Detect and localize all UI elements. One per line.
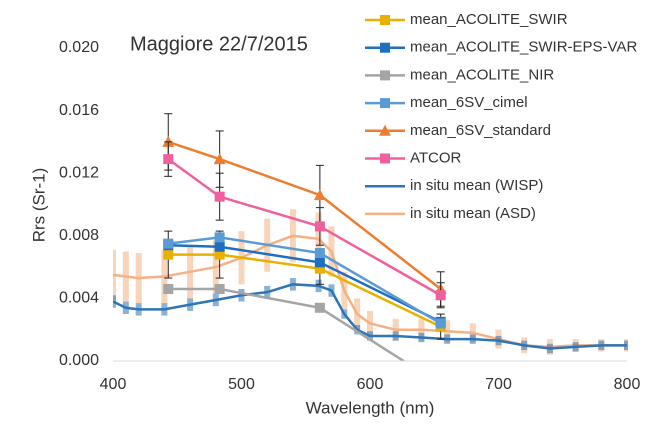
marker	[313, 189, 326, 201]
legend-marker	[379, 124, 391, 136]
legend-label: ATCOR	[410, 149, 462, 166]
legend-label: mean_ACOLITE_SWIR-EPS-VAR	[410, 39, 637, 56]
marker	[314, 263, 325, 274]
marker	[314, 248, 325, 259]
y-tick-label: 0.008	[59, 227, 99, 244]
legend-label: in situ mean (WISP)	[410, 177, 543, 194]
marker	[314, 221, 325, 232]
marker	[436, 379, 446, 389]
legend-marker	[380, 42, 390, 53]
legend-label: mean_6SV_standard	[410, 122, 551, 139]
marker	[213, 153, 226, 165]
series-line	[168, 253, 442, 328]
y-tick-label: 0.004	[59, 290, 99, 307]
marker	[435, 318, 446, 329]
marker	[163, 249, 174, 260]
legend-label: mean_ACOLITE_SWIR	[410, 11, 568, 28]
marker	[435, 290, 446, 301]
legend-label: mean_ACOLITE_NIR	[410, 66, 554, 83]
y-axis-label: Rrs (Sr-1)	[29, 168, 48, 243]
y-tick-label: 0.016	[59, 102, 99, 119]
x-tick-label: 400	[100, 376, 127, 393]
x-tick-label: 500	[228, 376, 255, 393]
marker	[214, 249, 225, 260]
x-tick-label: 800	[614, 376, 641, 393]
marker	[163, 284, 174, 295]
y-tick-label: 0.012	[59, 164, 99, 181]
series-line	[168, 243, 442, 323]
legend-marker	[380, 153, 390, 164]
series-line	[167, 158, 442, 297]
plot-area	[113, 113, 628, 389]
series-line	[168, 287, 407, 361]
series-line	[168, 236, 442, 325]
marker	[163, 154, 174, 165]
series-line	[167, 140, 442, 290]
marker	[163, 238, 174, 249]
x-axis-label: Wavelength (nm)	[306, 398, 435, 417]
legend-marker	[380, 98, 390, 109]
series-line	[113, 283, 627, 350]
marker	[214, 284, 225, 295]
legend-label: mean_6SV_cimel	[410, 94, 528, 111]
legend-label: in situ mean (ASD)	[410, 205, 536, 222]
legend-marker	[380, 15, 390, 25]
x-tick-label: 700	[485, 376, 512, 393]
y-tick-label: 0.000	[59, 352, 99, 369]
y-tick-label: 0.020	[59, 39, 99, 56]
chart-title: Maggiore 22/7/2015	[130, 33, 308, 55]
marker	[214, 232, 225, 243]
marker	[314, 257, 325, 268]
legend-marker	[380, 70, 390, 81]
marker	[214, 241, 225, 252]
marker	[314, 302, 325, 313]
marker	[214, 191, 225, 202]
x-tick-label: 600	[357, 376, 384, 393]
